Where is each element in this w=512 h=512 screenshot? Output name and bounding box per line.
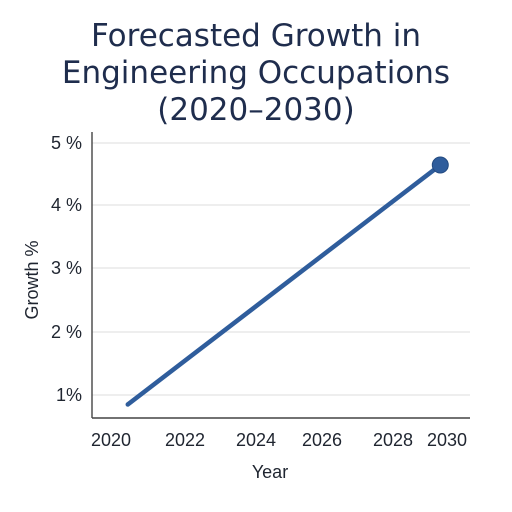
chart-title: Forecasted Growth in Engineering Occupat… — [0, 18, 512, 129]
y-tick-label: 5 % — [51, 133, 82, 153]
series-end-point — [431, 156, 449, 174]
y-axis-title: Growth % — [22, 240, 42, 319]
x-tick-label: 2028 — [373, 430, 413, 450]
x-tick-label: 2020 — [91, 430, 131, 450]
gridlines — [92, 142, 470, 396]
chart-title-line-2: Engineering Occupations — [61, 55, 451, 91]
y-tick-label: 2 % — [51, 322, 82, 342]
y-tick-label: 3 % — [51, 258, 82, 278]
x-axis-title: Year — [252, 462, 288, 482]
y-tick-label: 4 % — [51, 195, 82, 215]
chart-title-line-1: Forecasted Growth in — [90, 18, 422, 54]
y-tick-label: 1% — [56, 385, 82, 405]
x-tick-label: 2024 — [236, 430, 276, 450]
series-line — [125, 162, 443, 407]
chart-title-line-3: (2020–2030) — [157, 92, 355, 128]
y-tick-labels: 1% 2 % 3 % 4 % 5 % — [51, 133, 82, 405]
x-tick-labels: 2020 2022 2024 2026 2028 2030 — [91, 430, 467, 450]
series-group — [125, 156, 449, 407]
x-tick-label: 2030 — [427, 430, 467, 450]
x-tick-label: 2026 — [302, 430, 342, 450]
x-tick-label: 2022 — [165, 430, 205, 450]
